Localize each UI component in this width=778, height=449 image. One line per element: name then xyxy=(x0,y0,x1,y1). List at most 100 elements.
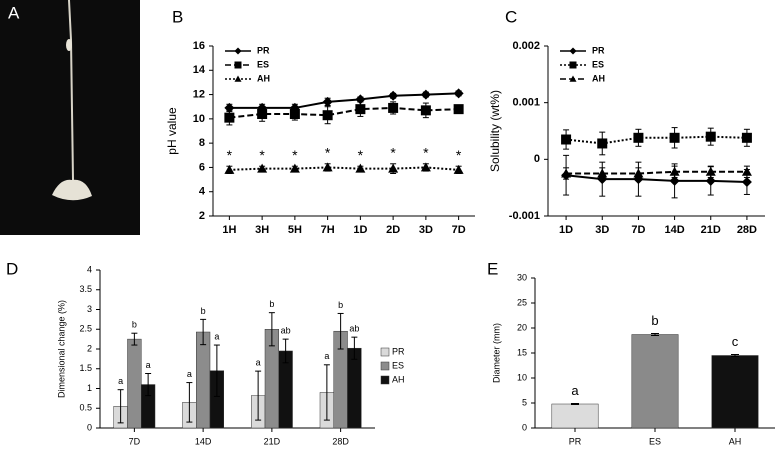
annotation: * xyxy=(292,147,298,163)
x-tick-label: 28D xyxy=(737,224,757,236)
letter-label: a xyxy=(118,376,123,386)
photo-drop xyxy=(66,39,72,51)
y-tick-label: 0 xyxy=(522,422,527,432)
photo-strand xyxy=(68,0,74,180)
marker xyxy=(224,112,235,123)
legend-label: PR xyxy=(592,45,605,55)
y-tick-label: 2 xyxy=(199,210,205,222)
annotation: * xyxy=(390,144,396,160)
y-tick-label: 0 xyxy=(534,153,540,165)
x-tick-label: 3H xyxy=(255,224,269,236)
annotation: * xyxy=(358,147,364,163)
marker xyxy=(453,164,464,174)
marker xyxy=(453,88,464,99)
legend-swatch xyxy=(380,361,390,371)
series-line xyxy=(229,92,459,109)
y-tick-label: 8 xyxy=(199,137,205,149)
legend-label: PR xyxy=(257,45,270,55)
legend-label: ES xyxy=(392,360,404,370)
letter-label: ab xyxy=(281,326,291,336)
legend-swatch xyxy=(380,375,390,385)
letter-label: b xyxy=(651,313,658,328)
y-axis-label: Solubility (wt%) xyxy=(488,90,502,172)
y-tick-label: 20 xyxy=(517,322,527,332)
series-line xyxy=(565,135,747,145)
y-tick-label: 4 xyxy=(199,186,206,198)
annotation: * xyxy=(259,147,265,163)
x-tick-label: 1D xyxy=(353,224,367,236)
y-axis-label: Dimensional change (%) xyxy=(56,300,66,398)
marker xyxy=(388,90,399,101)
panel-label: A xyxy=(8,3,20,22)
y-tick-label: 1.5 xyxy=(79,363,92,373)
y-tick-label: 10 xyxy=(517,372,527,382)
panel-label: C xyxy=(505,7,517,26)
marker xyxy=(322,162,333,172)
marker xyxy=(633,168,644,178)
marker xyxy=(705,175,716,186)
letter-label: b xyxy=(132,320,137,330)
panel-label: E xyxy=(487,259,498,278)
x-tick-label: 5H xyxy=(288,224,302,236)
y-tick-label: 4 xyxy=(87,264,92,274)
legend-label: AH xyxy=(257,73,270,83)
letter-label: b xyxy=(201,306,206,316)
marker xyxy=(257,163,268,173)
x-tick-label: AH xyxy=(729,436,742,446)
y-tick-label: 2 xyxy=(87,343,92,353)
legend-swatch xyxy=(380,347,390,357)
y-tick-label: 0.002 xyxy=(512,40,540,52)
y-tick-label: 30 xyxy=(517,272,527,282)
y-tick-label: 14 xyxy=(193,64,206,76)
marker xyxy=(669,132,680,143)
panel-label: D xyxy=(6,259,18,278)
x-tick-label: 14D xyxy=(195,436,212,446)
letter-label: ab xyxy=(349,324,359,334)
marker xyxy=(234,61,242,69)
marker xyxy=(322,96,333,107)
x-tick-label: 14D xyxy=(664,224,684,236)
y-axis-label: Diameter (mm) xyxy=(491,323,501,383)
marker xyxy=(234,47,242,55)
y-tick-label: 0 xyxy=(87,422,92,432)
x-tick-label: 7D xyxy=(129,436,141,446)
bar xyxy=(127,338,142,429)
marker xyxy=(388,102,399,113)
bar xyxy=(711,355,759,429)
y-tick-label: 0.001 xyxy=(512,97,540,109)
marker xyxy=(420,162,431,172)
marker xyxy=(669,175,680,186)
marker xyxy=(322,110,333,121)
legend-label: AH xyxy=(392,374,405,384)
letter-label: b xyxy=(338,300,343,310)
x-tick-label: ES xyxy=(649,436,661,446)
y-tick-label: 12 xyxy=(193,88,205,100)
marker xyxy=(224,164,235,174)
letter-label: a xyxy=(571,383,579,398)
legend-label: PR xyxy=(392,346,405,356)
marker xyxy=(633,132,644,143)
legend-label: ES xyxy=(257,59,269,69)
bar xyxy=(347,347,362,429)
y-tick-label: 10 xyxy=(193,113,205,125)
x-tick-label: 7D xyxy=(631,224,645,236)
series-line xyxy=(229,106,459,119)
x-tick-label: 21D xyxy=(701,224,721,236)
marker xyxy=(420,89,431,100)
bar xyxy=(196,331,211,429)
marker xyxy=(561,168,572,178)
letter-label: a xyxy=(324,351,329,361)
x-tick-label: 1H xyxy=(222,224,236,236)
y-tick-label: 1 xyxy=(87,383,92,393)
letter-label: b xyxy=(269,299,274,309)
y-tick-label: 15 xyxy=(517,347,527,357)
y-tick-label: 5 xyxy=(522,397,527,407)
marker xyxy=(234,75,242,82)
annotation: * xyxy=(423,144,429,160)
bar xyxy=(551,403,599,429)
letter-label: a xyxy=(146,360,151,370)
letter-label: a xyxy=(214,331,219,341)
marker xyxy=(597,138,608,149)
x-tick-label: 7H xyxy=(321,224,335,236)
